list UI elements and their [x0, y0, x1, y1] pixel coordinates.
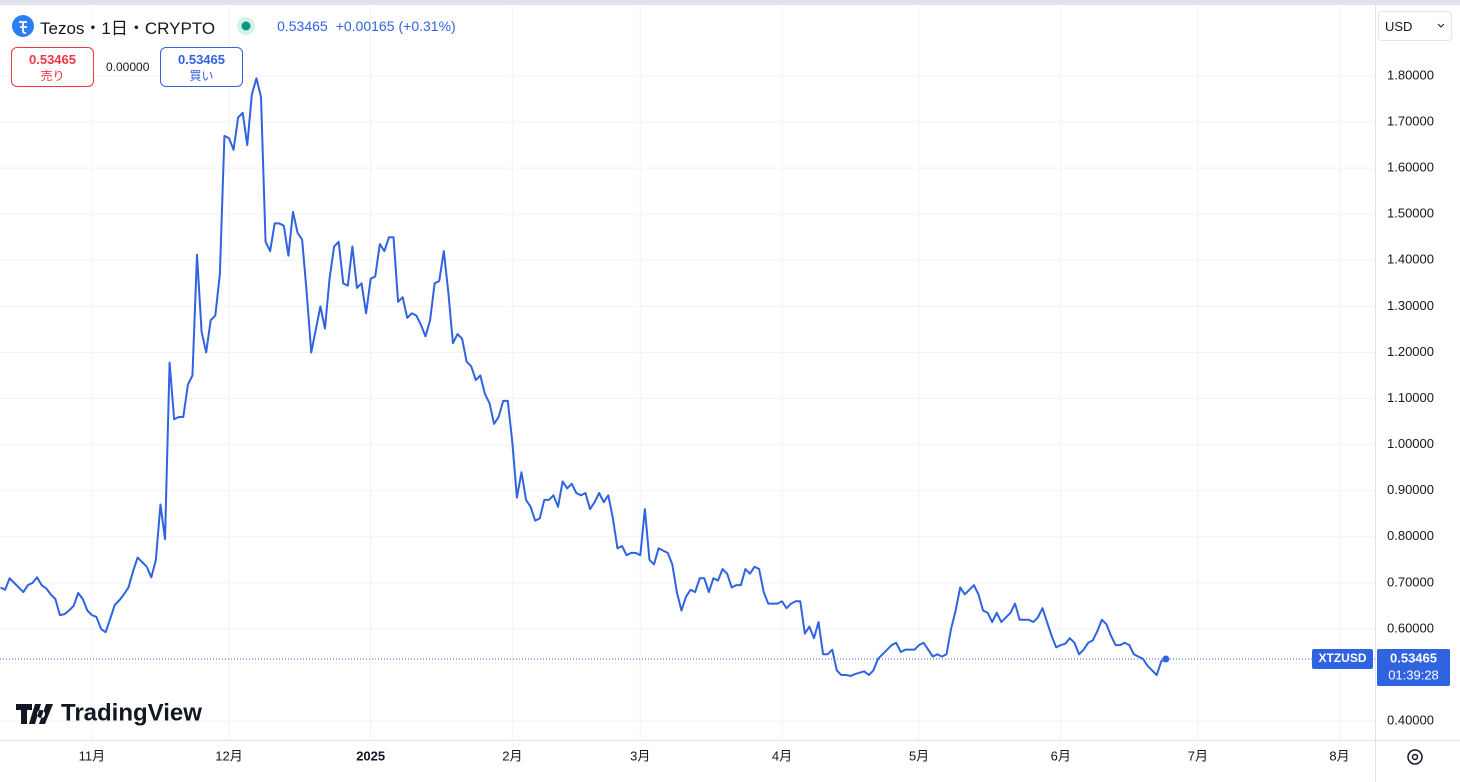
market-status[interactable] — [235, 15, 257, 37]
y-tick-label: 1.50000 — [1387, 206, 1434, 221]
buy-price: 0.53465 — [178, 52, 225, 67]
watermark-text: TradingView — [61, 699, 202, 726]
y-tick-label: 0.80000 — [1387, 528, 1434, 543]
x-tick-label: 8月 — [1329, 748, 1349, 763]
dropdown-arrow — [1437, 23, 1445, 28]
price-change-pct: (+0.31%) — [398, 18, 456, 34]
price-change: +0.00165 — [335, 18, 395, 34]
x-tick-label: 6月 — [1051, 748, 1071, 763]
y-tick-label: 1.60000 — [1387, 160, 1434, 175]
watermark: TradingView — [16, 699, 202, 726]
y-tick-label: 1.80000 — [1387, 67, 1434, 82]
y-tick-label: 1.70000 — [1387, 113, 1434, 128]
x-tick-label: 3月 — [630, 748, 650, 763]
x-tick-label: 7月 — [1188, 748, 1208, 763]
countdown-label: 01:39:28 — [1388, 667, 1439, 682]
last-price-label: 0.53465 — [1390, 650, 1437, 665]
symbol-title[interactable]: Tezos・1日・CRYPTO — [40, 18, 216, 38]
currency-select[interactable]: USD — [1378, 11, 1452, 41]
y-tick-label: 1.30000 — [1387, 298, 1434, 313]
y-tick-label: 1.10000 — [1387, 390, 1434, 405]
price-line — [0, 77, 1167, 677]
x-tick-label: 4月 — [772, 748, 792, 763]
top-border — [0, 0, 1460, 5]
y-tick-label: 0.60000 — [1387, 620, 1434, 635]
y-tick-label: 1.40000 — [1387, 252, 1434, 267]
sell-label: 売り — [40, 69, 65, 83]
buy-label: 買い — [189, 69, 214, 83]
y-tick-label: 0.90000 — [1387, 482, 1434, 497]
x-tick-label: 5月 — [909, 748, 929, 763]
series-label: XTZUSD — [1319, 651, 1367, 665]
symbol-logo — [12, 15, 34, 37]
spread: 0.00000 — [106, 60, 150, 74]
last-price-box — [1377, 649, 1450, 687]
settings-icon[interactable] — [1407, 749, 1423, 765]
last-price: 0.53465 — [277, 18, 328, 34]
sell-button[interactable]: 0.53465 売り — [11, 47, 94, 87]
currency-label: USD — [1385, 18, 1413, 34]
series-label-box — [1312, 649, 1373, 670]
y-tick-label: 0.40000 — [1387, 713, 1434, 728]
y-tick-label: 1.20000 — [1387, 344, 1434, 359]
sell-price: 0.53465 — [29, 52, 76, 67]
y-tick-label: 1.00000 — [1387, 436, 1434, 451]
y-tick-label: 0.70000 — [1387, 574, 1434, 589]
buy-button[interactable]: 0.53465 買い — [160, 47, 243, 87]
symbol-header: Tezos・1日・CRYPTO 0.53465 +0.00165 (+0.31%… — [12, 12, 456, 40]
x-tick-label: 11月 — [79, 748, 106, 763]
x-tick-label: 2025 — [356, 748, 385, 763]
x-tick-label: 2月 — [502, 748, 522, 763]
last-point — [1162, 655, 1170, 663]
x-tick-label: 12月 — [215, 748, 242, 763]
